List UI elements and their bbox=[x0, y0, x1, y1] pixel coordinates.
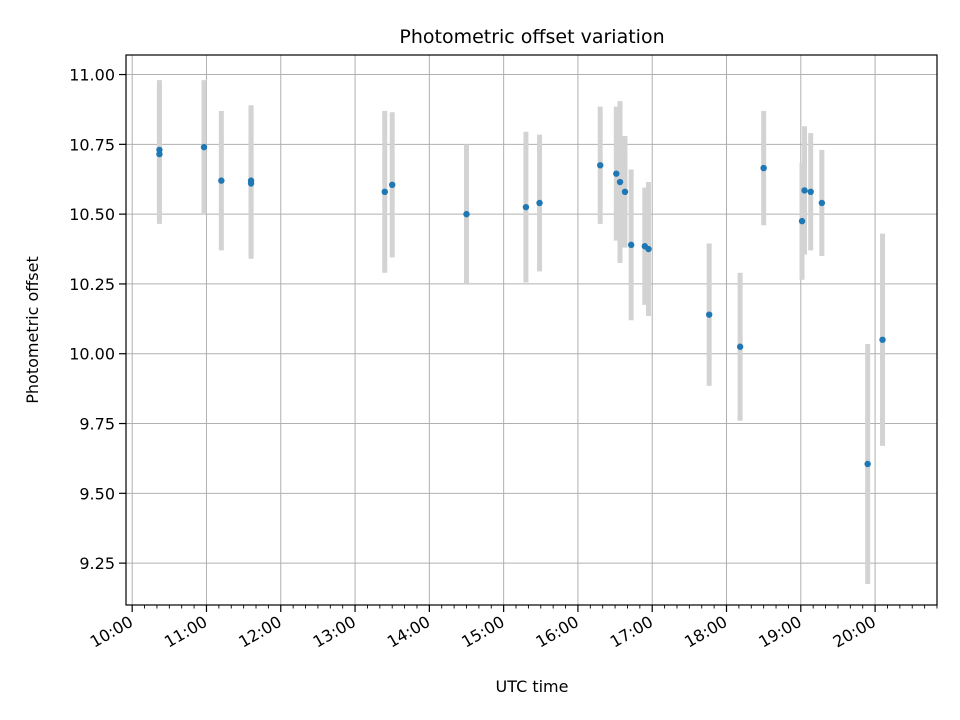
y-tick-label: 9.25 bbox=[79, 554, 115, 573]
data-point bbox=[801, 187, 808, 194]
y-tick-label: 9.50 bbox=[79, 484, 115, 503]
data-point bbox=[798, 217, 806, 225]
x-axis-title: UTC time bbox=[496, 677, 569, 696]
data-point bbox=[597, 162, 604, 169]
data-point bbox=[807, 188, 814, 196]
y-tick-label: 10.75 bbox=[69, 135, 115, 154]
data-point bbox=[736, 343, 744, 350]
data-point bbox=[705, 311, 713, 318]
data-points bbox=[156, 143, 886, 468]
data-point bbox=[879, 336, 886, 343]
y-tick-label: 9.75 bbox=[79, 415, 115, 434]
data-point bbox=[522, 203, 530, 211]
data-point bbox=[536, 199, 543, 207]
data-point bbox=[616, 178, 624, 186]
data-point bbox=[645, 245, 652, 253]
data-point bbox=[864, 460, 871, 468]
y-tick-label: 11.00 bbox=[69, 66, 115, 85]
data-point bbox=[818, 199, 826, 207]
data-point bbox=[760, 164, 767, 172]
grid-lines bbox=[126, 55, 937, 605]
data-point bbox=[627, 241, 635, 249]
y-tick-label: 10.25 bbox=[69, 275, 115, 294]
chart-title: Photometric offset variation bbox=[399, 26, 664, 48]
y-tick-label: 10.00 bbox=[69, 345, 115, 364]
y-axis-title: Photometric offset bbox=[23, 256, 42, 404]
data-point bbox=[200, 143, 208, 151]
data-point bbox=[463, 210, 470, 218]
data-point bbox=[381, 188, 388, 196]
data-point bbox=[621, 188, 629, 196]
data-point bbox=[389, 181, 396, 189]
data-point bbox=[613, 170, 620, 177]
y-tick-label: 10.50 bbox=[69, 205, 115, 224]
plot-area-frame bbox=[125, 54, 938, 606]
data-point bbox=[247, 180, 255, 187]
data-point bbox=[156, 150, 163, 158]
y-axis-ticks: 9.25 9.50 9.75 10.00 10.25 10.50 10.75 11.00 bbox=[69, 66, 126, 573]
data-point bbox=[218, 177, 225, 184]
